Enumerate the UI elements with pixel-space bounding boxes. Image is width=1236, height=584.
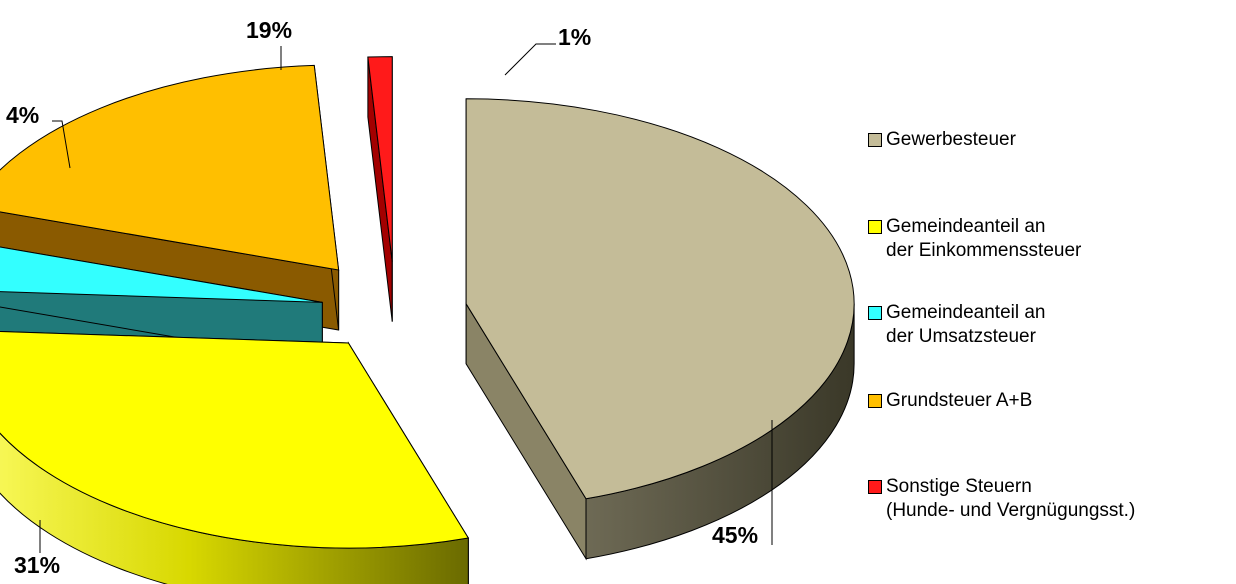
data-label-einkommenssteuer: 31% (14, 552, 60, 578)
leader-line-umsatzsteuer (52, 120, 71, 169)
leader-lines (39, 43, 773, 553)
leader-line-sonstige (504, 43, 556, 76)
pie-slice-einkommenssteuer-top (0, 330, 470, 549)
data-label-umsatzsteuer: 4% (6, 102, 39, 128)
legend-label-grundsteuer: Grundsteuer A+B (886, 390, 1033, 411)
legend-swatch-umsatzsteuer (868, 306, 882, 320)
pie-slice-sonstige (367, 56, 393, 322)
legend-item-sonstige: Sonstige Steuern (Hunde- und Vergnügungs… (868, 475, 1135, 523)
legend-item-grundsteuer: Grundsteuer A+B (868, 389, 1032, 413)
legend-label-umsatzsteuer: Gemeindeanteil an der Umsatzsteuer (886, 302, 1046, 347)
data-label-sonstige: 1% (558, 24, 591, 50)
pie-slice-gewerbesteuer (465, 98, 855, 561)
data-label-grundsteuer: 19% (246, 17, 292, 43)
data-labels: 45% 31% 4% 19% 1% (6, 17, 758, 578)
legend-label-sonstige: Sonstige Steuern (Hunde- und Vergnügungs… (886, 476, 1136, 521)
legend-swatch-gewerbesteuer (868, 133, 882, 147)
legend-swatch-sonstige (868, 480, 882, 494)
data-label-gewerbesteuer: 45% (712, 522, 758, 548)
pie-slice-grundsteuer-top (0, 64, 340, 271)
pie-slice-umsatzsteuer-top (0, 246, 323, 303)
legend-label-einkommenssteuer: Gemeindeanteil an der Einkommenssteuer (886, 216, 1082, 261)
pie-slice-einkommenssteuer (0, 330, 470, 584)
legend-item-einkommenssteuer: Gemeindeanteil an der Einkommenssteuer (868, 215, 1081, 263)
legend-swatch-grundsteuer (868, 394, 882, 408)
legend-swatch-einkommenssteuer (868, 220, 882, 234)
legend-item-gewerbesteuer: Gewerbesteuer (868, 128, 1016, 152)
legend-label-gewerbesteuer: Gewerbesteuer (886, 129, 1016, 150)
pie-slice-sonstige-top (367, 56, 393, 262)
slices-layer (0, 56, 855, 584)
legend-item-umsatzsteuer: Gemeindeanteil an der Umsatzsteuer (868, 301, 1046, 349)
pie-slice-gewerbesteuer-top (465, 98, 855, 500)
